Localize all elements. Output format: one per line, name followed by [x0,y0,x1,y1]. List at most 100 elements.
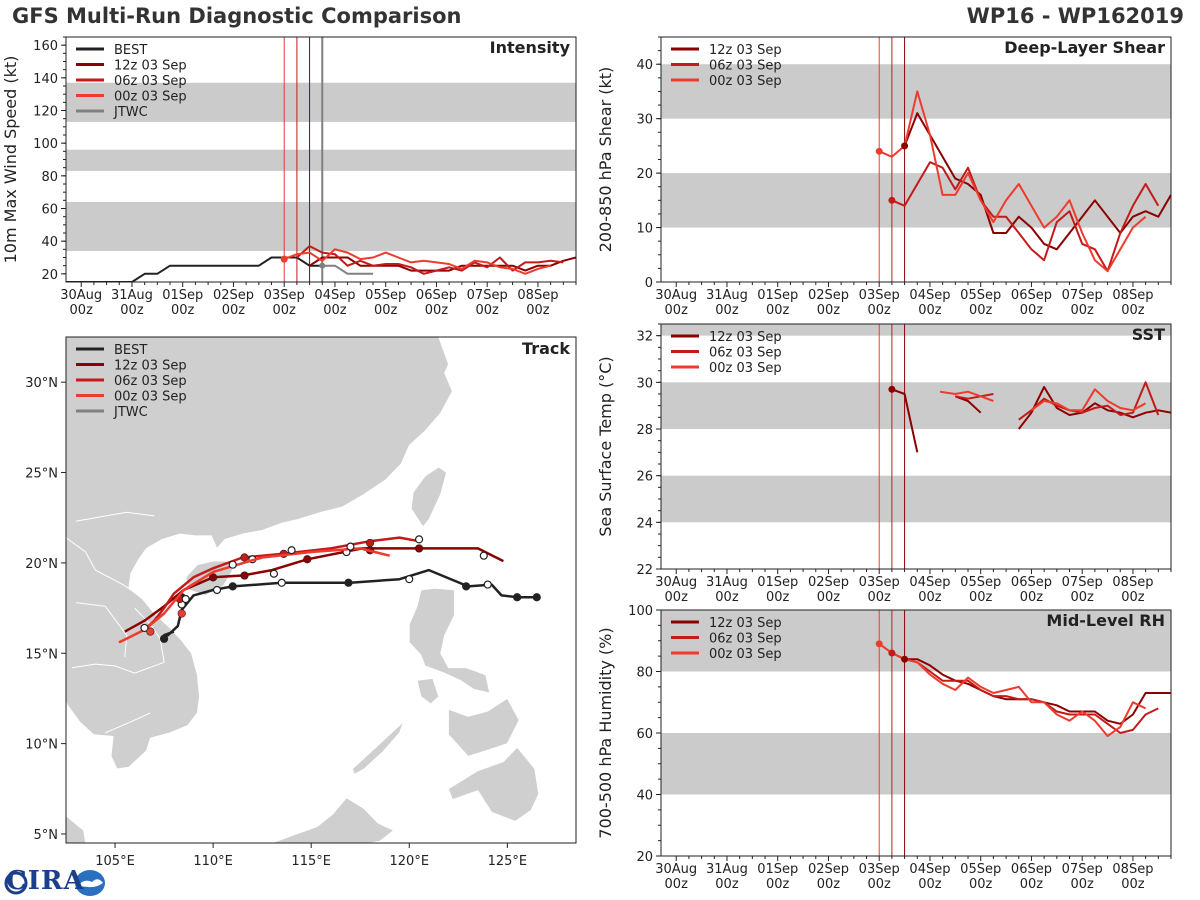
y-tick-label: 0 [645,276,653,291]
y-tick-label: 80 [636,666,653,681]
x-tick-label: 06Sep [1011,288,1052,303]
legend-label: 12z 03 Sep [709,616,782,631]
x-tick-label: 01Sep [757,862,798,877]
legend-label: BEST [114,43,147,58]
country-border [105,712,151,734]
x-tick-label: 04Sep [909,862,950,877]
x-tick-label: 30Aug [655,288,697,303]
x-tick-label: 00z [323,303,347,318]
track-filled-marker [462,582,471,591]
legend-label: 00z 03 Sep [114,390,187,405]
country-border [75,511,155,522]
x-tick-label: 00z [665,877,689,892]
track-filled-marker [365,538,375,548]
shaded-band [661,324,1171,336]
track-open-marker [212,585,222,595]
country-border [134,607,165,663]
shaded-band [66,82,576,122]
track-filled-marker [240,553,249,562]
track-open-marker [181,594,190,604]
lat-tick-label: 20°N [25,557,58,572]
x-tick-label: 00z [1121,877,1145,892]
x-tick-label: 07Sep [467,288,508,303]
track-open-marker [483,580,492,589]
series-line-run06z [1018,381,1160,421]
series-line-run00z [283,248,551,275]
palawan-island-land [351,721,404,775]
cira-logo-text: CIRA [6,866,85,896]
x-tick-label: 00z [120,303,144,318]
track-filled-marker [344,578,353,587]
track-open-marker [479,551,488,560]
x-tick-label: 30Aug [655,575,697,590]
init-marker [901,655,909,663]
x-tick-label: 08Sep [1112,288,1153,303]
track-filled-marker [414,544,424,553]
x-tick-label: 00z [1020,590,1044,605]
lat-tick-label: 25°N [25,467,58,482]
intensity-panel: 30Aug00z31Aug00z01Sep00z02Sep00z03Sep00z… [1,36,577,318]
x-tick-label: 02Sep [808,575,849,590]
y-tick-label: 32 [636,330,653,345]
x-tick-label: 00z [715,877,739,892]
x-tick-label: 01Sep [757,575,798,590]
y-tick-label: 20 [636,850,653,865]
legend-label: 12z 03 Sep [114,359,187,374]
legend-label: 06z 03 Sep [114,74,187,89]
y-tick-label: 140 [33,72,58,87]
y-tick-label: 160 [33,39,58,54]
x-tick-label: 02Sep [808,288,849,303]
shaded-band [661,173,1171,228]
x-tick-label: 00z [969,877,993,892]
x-tick-label: 04Sep [314,288,355,303]
track-open-marker [277,578,286,587]
x-tick-label: 00z [1020,877,1044,892]
x-tick-label: 00z [766,303,790,318]
init-marker [888,385,896,393]
track-filled-marker [513,593,522,602]
track-line-run06z [143,536,420,631]
country-border [71,661,165,674]
y-tick-label: 28 [636,423,653,438]
x-tick-label: 06Sep [416,288,457,303]
y-axis-label: Sea Surface Temp (°C) [596,356,615,536]
x-tick-label: 00z [969,590,993,605]
x-tick-label: 00z [918,877,942,892]
page-title: GFS Multi-Run Diagnostic Comparison [12,4,462,28]
shaded-band [661,733,1171,795]
x-tick-label: 05Sep [960,862,1001,877]
series-line-run00z [1030,388,1147,412]
sst-panel: 30Aug00z31Aug00z01Sep00z02Sep00z03Sep00z… [596,323,1172,605]
x-tick-label: 00z [817,303,841,318]
x-tick-label: 01Sep [757,288,798,303]
legend-label: 00z 03 Sep [114,90,187,105]
y-tick-label: 30 [636,113,653,128]
series-line-run12z [891,388,919,453]
track-filled-marker [146,627,155,636]
series-line-run12z [1018,386,1171,430]
y-tick-label: 40 [636,58,653,73]
rh-plot-area [661,610,1171,856]
panel-title: SST [1132,325,1165,344]
track-filled-marker [228,582,237,591]
shaded-band [661,64,1171,119]
y-tick-label: 100 [628,604,653,619]
x-tick-label: 00z [374,303,398,318]
x-tick-label: 07Sep [1062,862,1103,877]
x-tick-label: 00z [1071,590,1095,605]
track-open-marker [346,542,355,551]
x-tick-label: 08Sep [1112,575,1153,590]
x-tick-label: 05Sep [365,288,406,303]
sst-frame [660,323,1172,570]
x-tick-label: 07Sep [1062,575,1103,590]
x-tick-label: 00z [766,590,790,605]
x-tick-label: 30Aug [60,288,102,303]
panel-title: Deep-Layer Shear [1004,38,1165,57]
lat-tick-label: 15°N [25,647,58,662]
track-line-run00z [118,547,391,644]
cira-cloud-logo-icon [4,870,105,896]
x-tick-label: 00z [918,303,942,318]
lon-tick-label: 125°E [488,854,528,869]
track-open-marker [228,560,237,569]
x-tick-label: 00z [969,303,993,318]
